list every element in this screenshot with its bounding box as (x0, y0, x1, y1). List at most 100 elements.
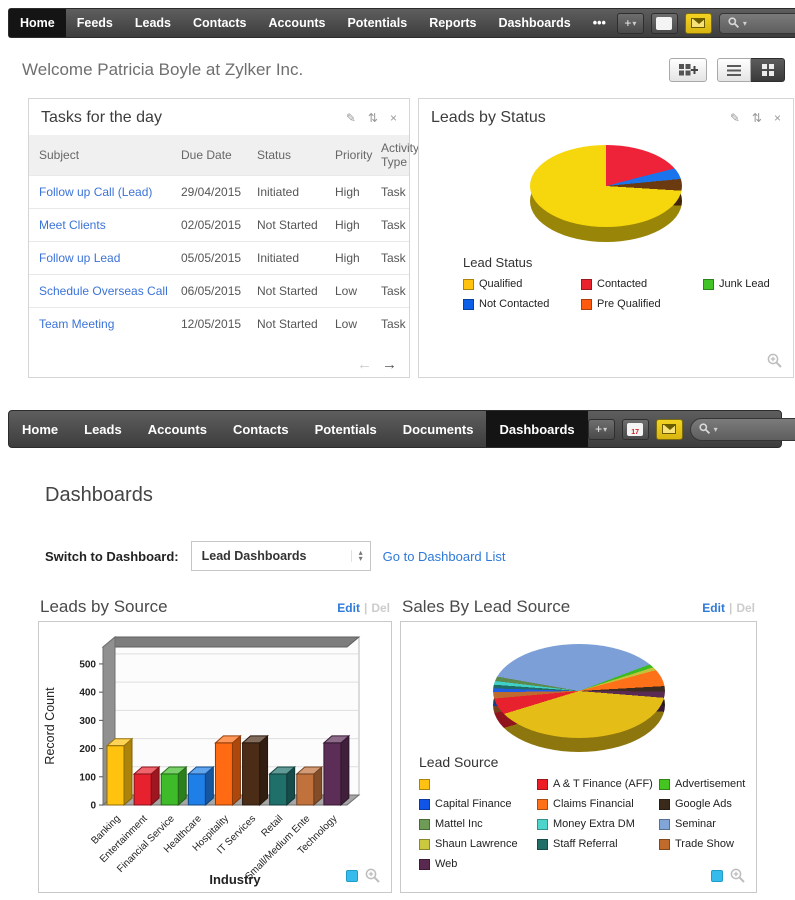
delete-link[interactable]: Del (736, 601, 755, 615)
legend-item[interactable]: Claims Financial (537, 798, 659, 810)
legend-item[interactable]: Staff Referral (537, 838, 659, 850)
sales-by-lead-source-pie[interactable] (492, 644, 665, 752)
legend-item[interactable]: Seminar (659, 818, 756, 830)
mail-button[interactable] (655, 418, 683, 440)
nav-item--[interactable]: ••• (592, 16, 606, 30)
calendar-button[interactable]: 17 (621, 418, 649, 440)
task-subject-link[interactable]: Follow up Lead (29, 241, 171, 275)
nav-item-leads[interactable]: Leads (84, 421, 122, 437)
bar-entertainment[interactable] (132, 765, 161, 807)
zoom-in-icon[interactable] (730, 868, 746, 884)
legend-grid: Qualified Contacted Junk Lead Not Contacted… (463, 278, 793, 310)
edit-link[interactable]: Edit (702, 601, 725, 615)
leads-by-status-pie[interactable] (530, 145, 682, 242)
task-cell: Not Started (247, 274, 325, 308)
close-icon[interactable]: × (773, 111, 781, 125)
nav-item-documents[interactable]: Documents (402, 421, 474, 437)
legend-swatch-icon (463, 298, 474, 310)
nav-item-accounts[interactable]: Accounts (268, 16, 326, 30)
edit-icon[interactable]: ✎ (729, 111, 740, 125)
chart-title: Sales By Lead Source (402, 597, 571, 616)
nav-item-contacts[interactable]: Contacts (232, 421, 289, 437)
nav-item-potentials[interactable]: Potentials (314, 421, 377, 437)
legend-item[interactable]: Qualified (463, 278, 581, 290)
bar-financial-service[interactable] (159, 765, 188, 807)
task-subject-link[interactable]: Team Meeting (29, 307, 171, 340)
legend-swatch-icon (659, 798, 670, 810)
legend-item[interactable]: Web (419, 858, 537, 870)
prev-page-icon[interactable]: ← (357, 356, 372, 373)
mail-icon (662, 424, 677, 434)
add-component-button[interactable] (669, 58, 707, 82)
nav-item-home[interactable]: Home (22, 421, 59, 437)
switch-dashboard-label: Switch to Dashboard: (45, 548, 179, 564)
task-cell: Not Started (247, 208, 325, 242)
bar-hospitality[interactable] (214, 734, 242, 807)
zoom-in-icon[interactable] (767, 353, 783, 369)
task-subject-link[interactable]: Follow up Call (Lead) (29, 175, 171, 209)
svg-text:500: 500 (79, 659, 96, 670)
bar-small-medium-ente[interactable] (295, 765, 324, 807)
legend-label: Contacted (597, 278, 648, 290)
dashboard-select[interactable]: Lead Dashboards ▴ ▾ (190, 541, 371, 571)
nav-item-home[interactable]: Home (9, 9, 66, 37)
legend-label: A & T Finance (AFF) (553, 778, 653, 790)
legend-item[interactable]: A & T Finance (AFF) (537, 778, 659, 790)
legend-item[interactable]: Advertisement (659, 778, 756, 790)
list-view-button[interactable] (717, 58, 751, 82)
nav-item-dashboards[interactable]: Dashboards (486, 411, 588, 447)
quick-add-button[interactable]: + ▾ (616, 12, 644, 34)
edit-link[interactable]: Edit (337, 601, 360, 615)
nav-item-potentials[interactable]: Potentials (347, 16, 408, 30)
zoom-in-icon[interactable] (365, 868, 381, 884)
delete-link[interactable]: Del (371, 601, 390, 615)
grid-view-button[interactable] (751, 58, 785, 82)
legend-swatch-icon (419, 818, 430, 830)
next-page-icon[interactable]: → (382, 356, 397, 373)
legend-item[interactable]: Mattel Inc (419, 818, 537, 830)
nav-item-contacts[interactable]: Contacts (193, 16, 247, 30)
legend-item[interactable]: Contacted (581, 278, 703, 290)
close-icon[interactable]: × (389, 111, 397, 125)
bar-it-services[interactable] (241, 734, 269, 807)
chart-options-icon[interactable] (346, 870, 358, 882)
quick-add-button[interactable]: + ▾ (587, 418, 615, 440)
legend-swatch-icon (537, 838, 548, 850)
mail-button[interactable] (684, 12, 712, 34)
legend-item[interactable]: Shaun Lawrence (419, 838, 537, 850)
legend-item[interactable]: Capital Finance (419, 798, 537, 810)
chart-options-icon[interactable] (711, 870, 723, 882)
bar-healthcare[interactable] (187, 765, 215, 807)
legend-item[interactable]: Google Ads (659, 798, 756, 810)
column-header: Subject (29, 135, 171, 176)
grid-icon (761, 64, 774, 76)
nav-item-accounts[interactable]: Accounts (147, 421, 207, 437)
legend-item[interactable]: Junk Lead (703, 278, 795, 290)
legend-item[interactable]: Not Contacted (463, 298, 581, 310)
go-to-dashboard-list-link[interactable]: Go to Dashboard List (382, 548, 506, 564)
legend-item[interactable]: Money Extra DM (537, 818, 659, 830)
task-subject-link[interactable]: Schedule Overseas Call (29, 274, 171, 308)
legend-item[interactable]: Pre Qualified (581, 298, 703, 310)
bar-banking[interactable] (105, 737, 134, 807)
nav-item-dashboards[interactable]: Dashboards (498, 16, 571, 30)
legend-swatch-icon (659, 778, 670, 790)
task-subject-link[interactable]: Meet Clients (29, 208, 171, 242)
nav-item-reports[interactable]: Reports (429, 16, 477, 30)
bar-retail[interactable] (268, 765, 296, 807)
legend-item[interactable]: Trade Show (659, 838, 756, 850)
search-input[interactable]: ▾ (689, 417, 795, 441)
chart-links: Edit | Del (337, 601, 390, 615)
refresh-icon[interactable]: ⇅ (751, 111, 762, 125)
leads-by-source-bar-chart[interactable]: 0100200300400500BankingEntertainmentFina… (41, 625, 381, 891)
edit-icon[interactable]: ✎ (345, 111, 356, 125)
bar-technology[interactable] (322, 734, 351, 807)
nav-item-feeds[interactable]: Feeds (76, 16, 113, 30)
legend-item[interactable] (419, 778, 537, 790)
task-cell: 12/05/2015 (171, 307, 247, 340)
refresh-icon[interactable]: ⇅ (367, 111, 378, 125)
search-input[interactable]: ▾ (718, 12, 795, 34)
calendar-button[interactable] (650, 12, 678, 34)
nav-item-leads[interactable]: Leads (134, 16, 172, 30)
link-separator: | (728, 601, 733, 615)
